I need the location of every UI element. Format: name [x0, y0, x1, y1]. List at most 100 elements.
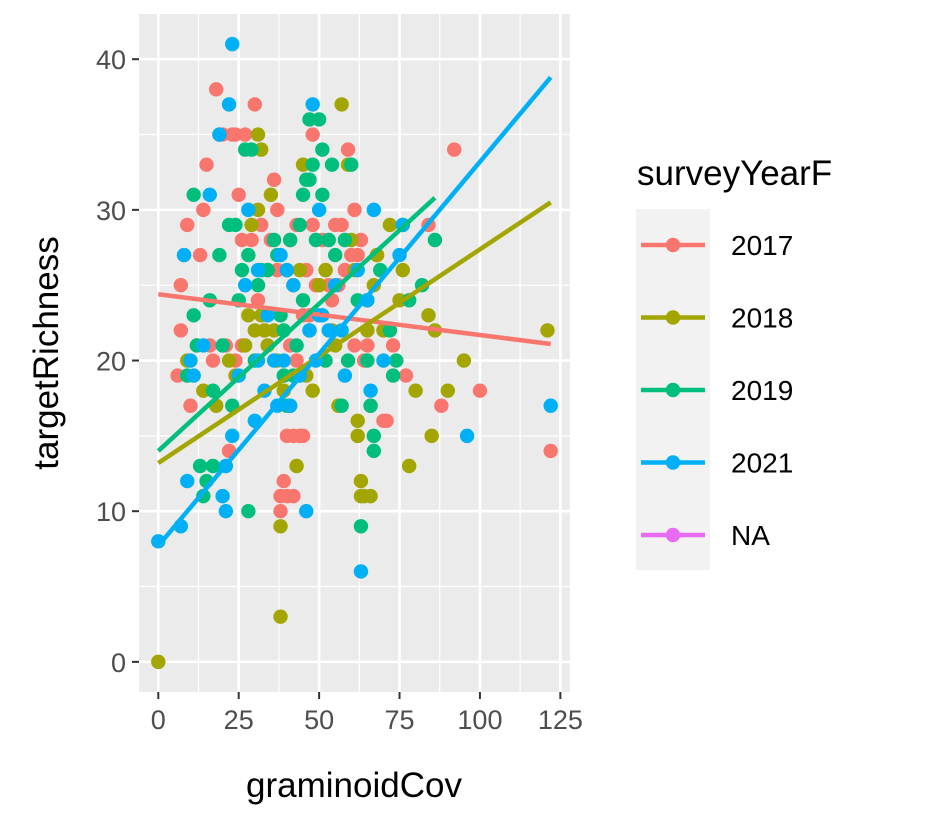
data-point-2018	[395, 262, 410, 278]
data-point-2021	[279, 262, 295, 278]
legend-label-2021: 2021	[731, 448, 793, 479]
data-point-2021	[337, 368, 353, 383]
fit-line-2017	[158, 292, 551, 347]
data-point-2018	[456, 353, 472, 368]
data-point-2017	[180, 217, 195, 233]
data-point-2018	[363, 488, 378, 504]
data-point-2021	[276, 353, 291, 368]
data-point-2021	[273, 247, 288, 263]
data-point-2019	[192, 458, 208, 474]
data-point-2021	[186, 368, 201, 383]
data-point-2021	[196, 338, 211, 353]
data-point-2019	[321, 232, 336, 248]
fit-lines	[156, 75, 553, 548]
data-point-2018	[318, 262, 333, 278]
data-point-2019	[340, 353, 356, 368]
data-point-2019	[228, 217, 243, 233]
data-point-2017	[244, 232, 259, 248]
data-point-2017	[289, 353, 304, 368]
data-point-2017	[447, 142, 462, 157]
x-tick-label: 125	[538, 705, 583, 735]
data-point-2018	[244, 217, 259, 233]
data-point-2017	[183, 398, 198, 413]
data-point-2017	[286, 488, 301, 504]
data-point-2021	[202, 187, 217, 202]
data-point-2018	[421, 308, 436, 323]
data-point-2018	[440, 383, 455, 398]
data-point-2021	[363, 383, 378, 398]
data-point-2017	[434, 398, 449, 413]
data-point-2017	[305, 217, 320, 233]
data-point-2017	[305, 127, 320, 142]
data-point-2018	[350, 413, 365, 428]
data-point-2017	[276, 473, 291, 489]
data-point-2021	[176, 247, 192, 263]
data-point-2021	[183, 353, 198, 368]
data-point-2021	[543, 398, 558, 413]
data-point-2019	[241, 247, 256, 263]
data-point-2021	[459, 428, 475, 444]
data-point-2021	[225, 428, 240, 444]
legend-keys: 2017 2018 2019 2021 NA	[641, 230, 793, 551]
legend-key-point-2017	[665, 237, 681, 253]
data-point-2019	[366, 428, 381, 444]
data-point-2021	[299, 504, 314, 519]
data-point-2017	[237, 127, 253, 142]
data-point-2017	[347, 202, 362, 218]
data-point-2019	[215, 338, 230, 353]
data-point-2019	[315, 142, 330, 157]
data-point-2019	[241, 504, 256, 519]
data-point-2019	[250, 278, 266, 293]
data-point-2018	[289, 458, 304, 474]
data-point-2018	[424, 428, 439, 444]
data-point-2017	[173, 278, 189, 293]
data-point-2019	[389, 353, 404, 368]
data-point-2017	[360, 338, 375, 353]
data-point-2021	[241, 202, 256, 218]
data-points	[151, 36, 558, 670]
data-point-2019	[205, 458, 221, 474]
data-point-2017	[205, 353, 221, 368]
data-point-2019	[427, 232, 443, 248]
data-point-2019	[295, 187, 311, 202]
x-tick-label: 25	[224, 705, 254, 735]
data-point-2019	[305, 157, 320, 172]
data-point-2019	[308, 232, 324, 248]
data-point-2017	[295, 428, 311, 444]
data-point-2018	[151, 654, 166, 670]
legend-label-2018: 2018	[731, 303, 793, 334]
data-point-2018	[382, 217, 398, 233]
data-point-2017	[208, 82, 224, 97]
data-point-2021	[311, 202, 327, 218]
data-point-2021	[221, 97, 237, 112]
data-point-2019	[244, 142, 259, 157]
data-point-2018	[292, 262, 308, 278]
data-point-2018	[237, 338, 253, 353]
data-point-2017	[472, 383, 488, 398]
axes: 0 25 50 75 100 125 0 10 20 30 40	[96, 45, 583, 735]
data-point-2021	[302, 323, 317, 338]
data-point-2019	[360, 353, 375, 368]
data-point-2019	[266, 232, 282, 248]
data-point-2018	[350, 428, 365, 444]
x-tick-label: 100	[457, 705, 502, 735]
data-point-2019	[295, 293, 311, 308]
data-point-2017	[334, 217, 349, 233]
data-point-2019	[212, 247, 227, 263]
data-point-2019	[334, 398, 349, 413]
data-point-2019	[186, 187, 201, 202]
data-point-2021	[286, 278, 301, 293]
y-tick-label: 20	[96, 347, 126, 377]
data-point-2017	[266, 172, 282, 187]
data-point-2018	[401, 458, 417, 474]
data-point-2018	[540, 323, 555, 338]
data-point-2021	[218, 504, 234, 519]
data-point-2018	[353, 473, 369, 489]
y-tick-label: 30	[96, 196, 126, 226]
x-axis-title: graminoidCov	[246, 766, 462, 805]
data-point-2021	[180, 473, 195, 489]
data-point-2021	[225, 36, 240, 52]
x-tick-label: 75	[385, 705, 415, 735]
data-point-2021	[305, 97, 320, 112]
